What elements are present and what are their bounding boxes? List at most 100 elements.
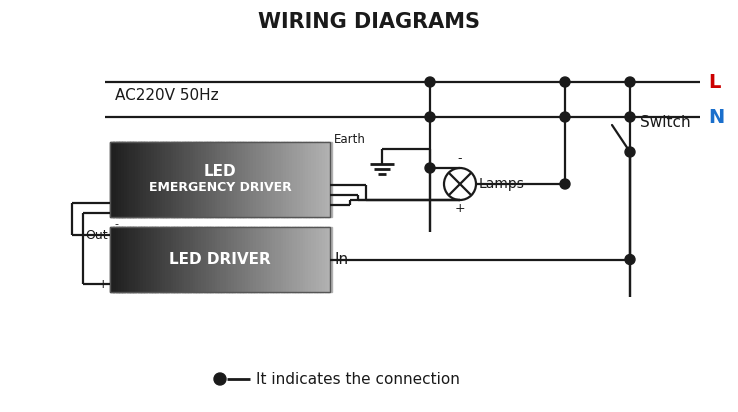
Bar <box>132 227 137 292</box>
Bar <box>137 142 142 217</box>
Bar <box>162 142 167 217</box>
Bar <box>132 142 137 217</box>
Bar <box>156 142 161 217</box>
Bar <box>223 142 227 217</box>
Bar <box>126 227 131 292</box>
Bar <box>118 142 123 217</box>
Bar <box>190 227 194 292</box>
Bar <box>176 142 180 217</box>
Bar <box>239 227 244 292</box>
Text: -: - <box>458 152 462 165</box>
Bar <box>272 142 277 217</box>
Bar <box>250 227 255 292</box>
Bar <box>306 227 309 292</box>
Bar <box>129 142 134 217</box>
Bar <box>124 227 128 292</box>
Bar <box>113 227 117 292</box>
Bar <box>143 227 148 292</box>
Bar <box>256 227 260 292</box>
Bar <box>242 227 246 292</box>
Bar <box>327 227 331 292</box>
Bar <box>266 142 271 217</box>
Bar <box>280 227 285 292</box>
Bar <box>277 227 282 292</box>
Bar <box>184 142 188 217</box>
Bar <box>151 142 156 217</box>
Bar <box>154 142 158 217</box>
Bar <box>275 142 279 217</box>
Bar <box>264 227 268 292</box>
Bar <box>165 227 169 292</box>
Bar <box>179 142 183 217</box>
Text: LED: LED <box>204 164 236 179</box>
Circle shape <box>425 112 435 122</box>
Bar <box>236 227 241 292</box>
Bar <box>286 142 290 217</box>
Bar <box>234 227 238 292</box>
Bar <box>311 142 315 217</box>
Bar <box>145 142 150 217</box>
Circle shape <box>625 112 635 122</box>
Bar <box>311 227 315 292</box>
Bar <box>110 227 330 292</box>
Bar <box>168 142 172 217</box>
Bar <box>170 227 175 292</box>
Bar <box>226 227 230 292</box>
Bar <box>300 227 304 292</box>
Bar <box>306 142 309 217</box>
Bar <box>198 227 202 292</box>
Bar <box>325 227 328 292</box>
Circle shape <box>625 147 635 157</box>
Bar <box>110 142 330 217</box>
Bar <box>182 142 186 217</box>
Circle shape <box>625 255 635 265</box>
Bar <box>135 142 139 217</box>
Bar <box>159 142 164 217</box>
Bar <box>245 227 249 292</box>
Bar <box>220 227 224 292</box>
Bar <box>162 227 167 292</box>
Bar <box>258 227 263 292</box>
Bar <box>148 142 153 217</box>
Bar <box>135 227 139 292</box>
Bar <box>283 142 288 217</box>
Bar <box>223 227 227 292</box>
Bar <box>308 142 312 217</box>
Bar <box>264 142 268 217</box>
Bar <box>247 142 252 217</box>
Bar <box>303 227 307 292</box>
Bar <box>179 227 183 292</box>
Bar <box>215 142 218 217</box>
Bar <box>226 142 230 217</box>
Bar <box>145 227 150 292</box>
Bar <box>319 227 323 292</box>
Bar <box>294 142 298 217</box>
Bar <box>212 142 216 217</box>
Text: +: + <box>97 278 108 290</box>
Bar <box>297 227 301 292</box>
Text: -: - <box>114 219 118 229</box>
Bar <box>217 227 221 292</box>
Bar <box>289 142 293 217</box>
Text: Lamps: Lamps <box>479 177 525 191</box>
Bar <box>212 227 216 292</box>
Bar <box>242 142 246 217</box>
Circle shape <box>214 373 226 385</box>
Text: WIRING DIAGRAMS: WIRING DIAGRAMS <box>258 12 480 32</box>
Bar <box>286 227 290 292</box>
Bar <box>110 227 114 292</box>
Bar <box>170 142 175 217</box>
Bar <box>300 142 304 217</box>
Bar <box>154 227 158 292</box>
Bar <box>196 142 199 217</box>
Bar <box>325 142 328 217</box>
Bar <box>206 227 210 292</box>
Bar <box>266 227 271 292</box>
Bar <box>140 227 145 292</box>
Bar <box>126 142 131 217</box>
Bar <box>151 227 156 292</box>
Bar <box>121 227 125 292</box>
Bar <box>277 142 282 217</box>
Text: EMERGENCY DRIVER: EMERGENCY DRIVER <box>148 181 292 194</box>
Bar <box>209 142 213 217</box>
